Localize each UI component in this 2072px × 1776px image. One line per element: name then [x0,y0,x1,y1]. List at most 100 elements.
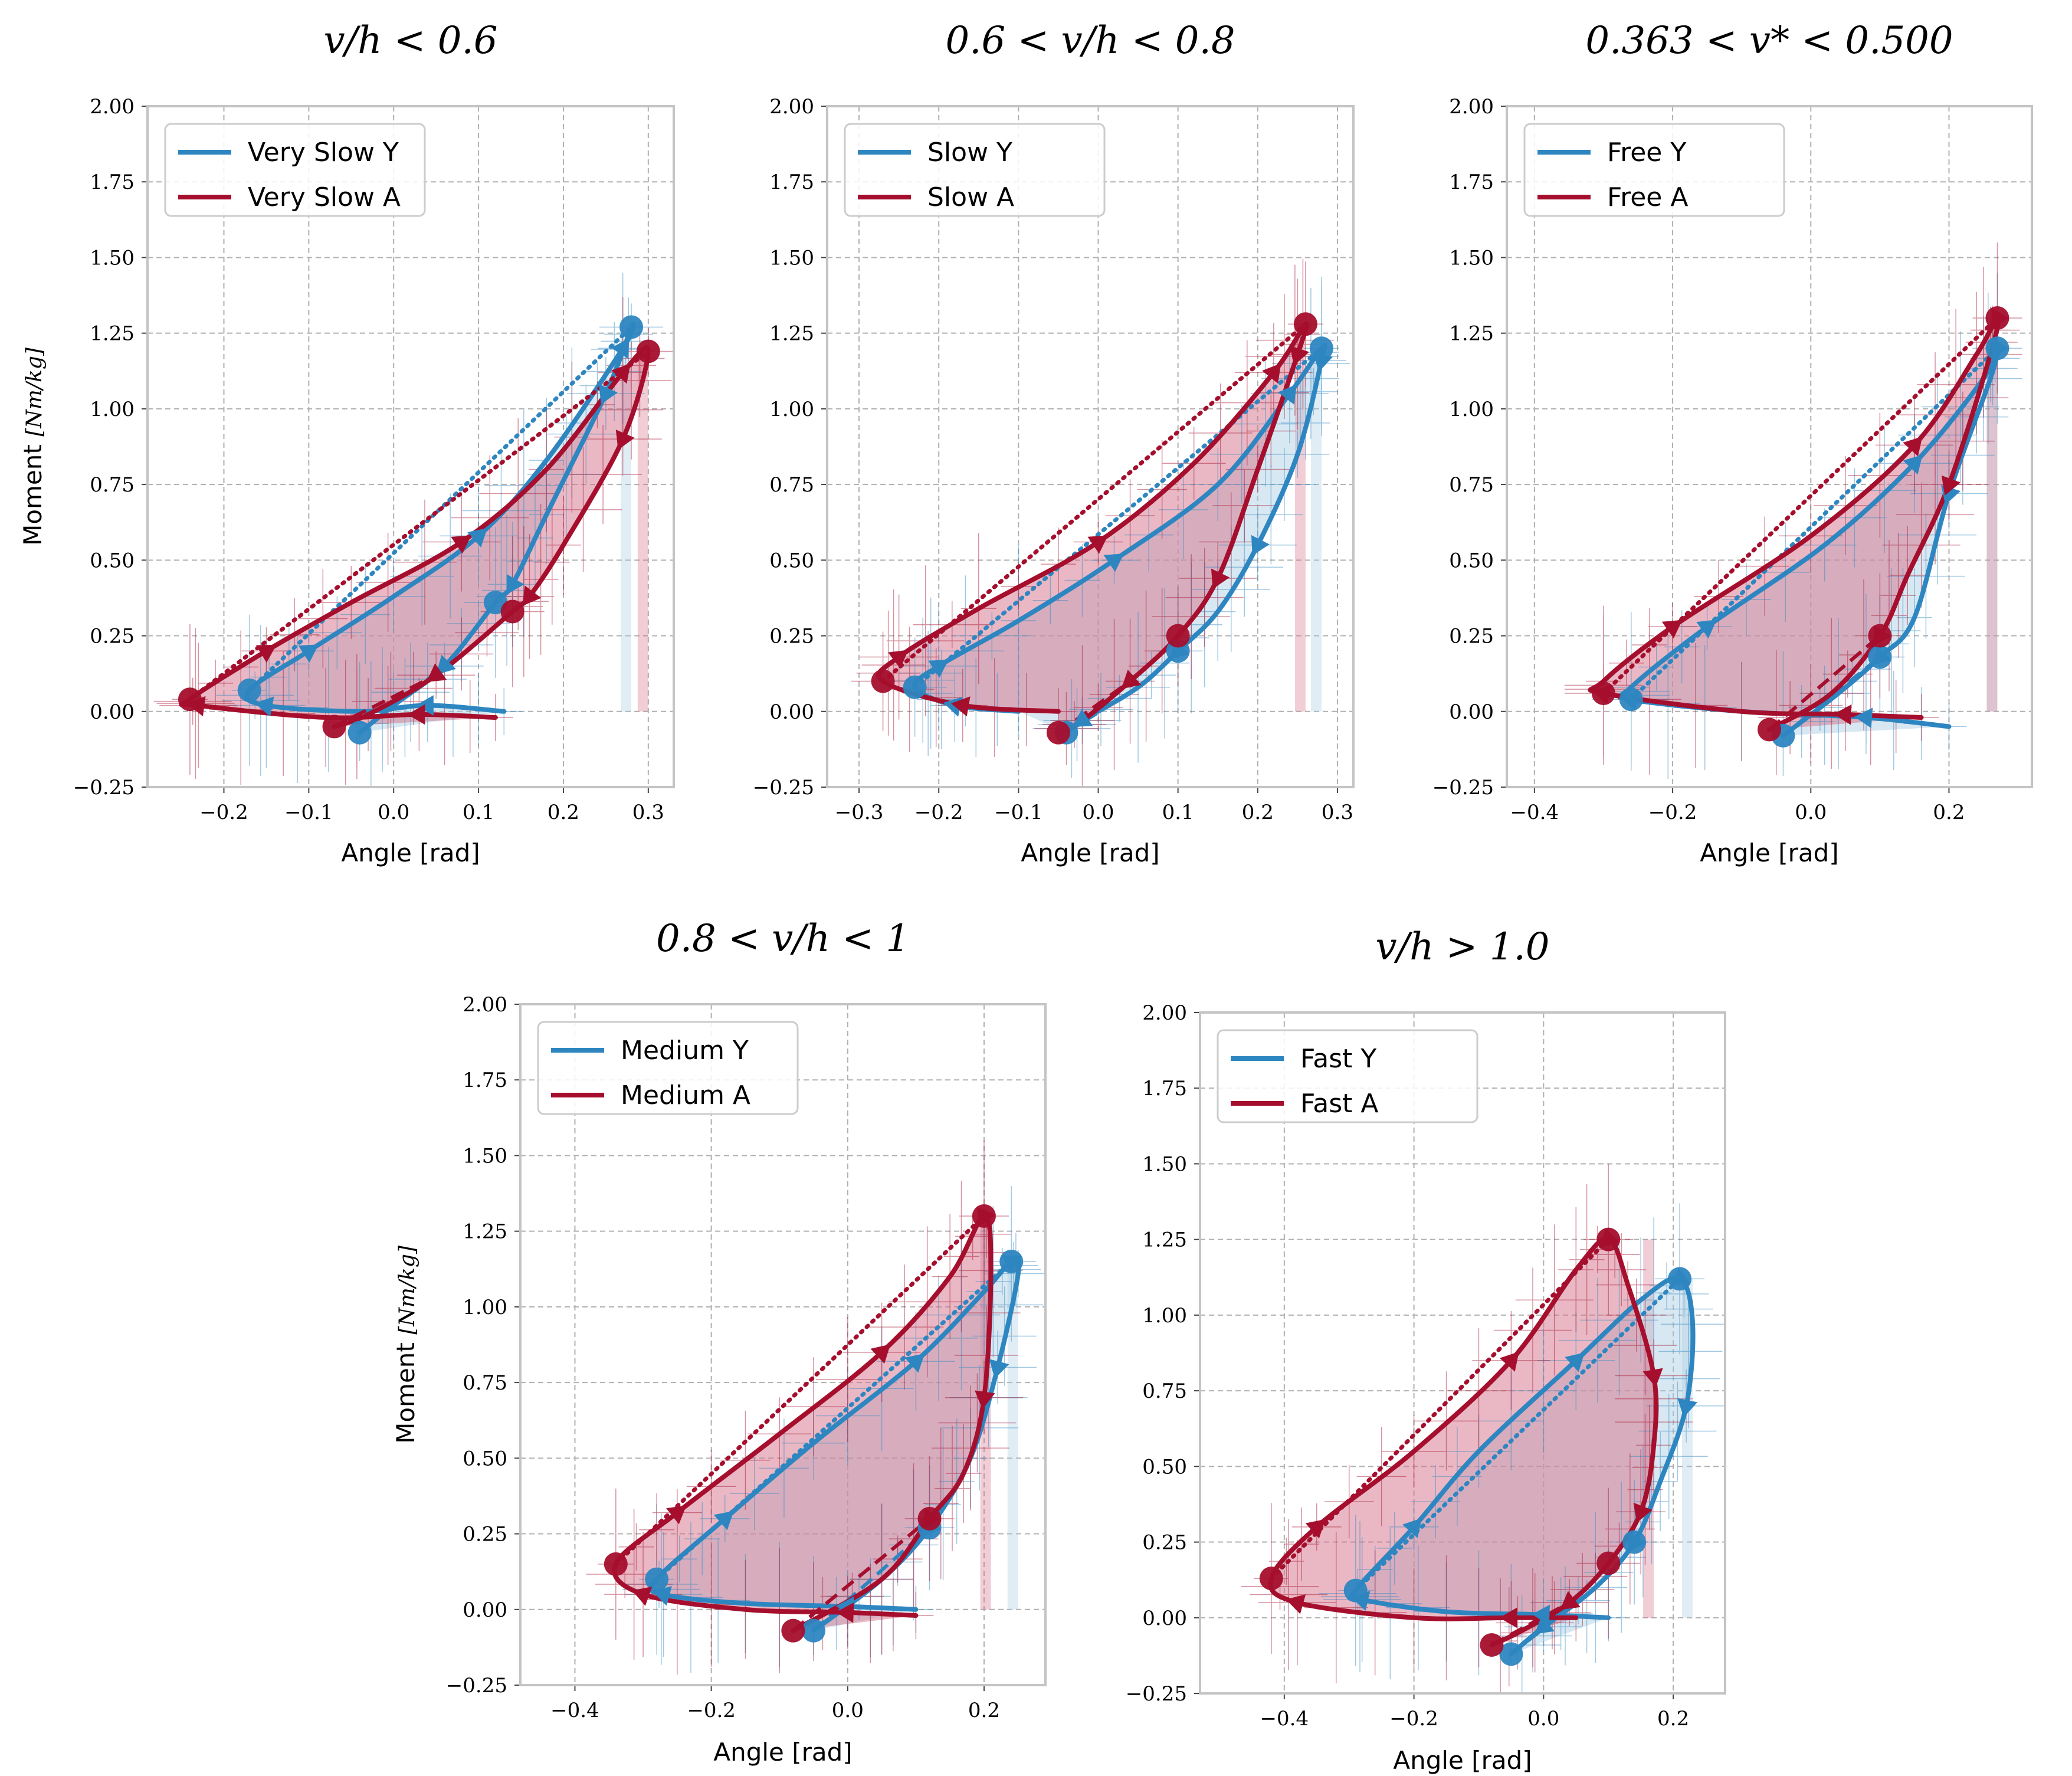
axes-frame [146,105,675,788]
key-point-marker [237,678,261,702]
direction-marker [989,1359,1009,1379]
loop-area [1270,1239,1657,1645]
direction-marker [1278,384,1297,405]
y-tick-label: 0.50 [1142,1455,1187,1479]
key-point-marker [1758,717,1781,742]
key-point-marker [1309,336,1333,361]
legend-label: Medium Y [621,1036,749,1066]
direction-marker [1103,553,1124,572]
x-tick-label: 0.2 [547,801,579,824]
direction-marker [599,384,618,405]
key-point-marker [781,1618,805,1643]
direction-marker [1087,535,1109,554]
legend: Medium Y Medium A [537,1021,799,1115]
x-tick-label: −0.3 [835,801,884,824]
y-axis-label: Moment [Nm/kg] [18,347,47,546]
direction-marker [904,1353,925,1373]
y-tick-label: 1.50 [769,246,814,270]
key-point-marker [1499,1642,1523,1666]
y-tick-label: 0.50 [90,549,135,572]
x-axis-label: Angle [rad] [1021,838,1159,867]
x-tick-label: 0.2 [968,1699,1000,1722]
trend-dotted-line [614,1214,986,1567]
direction-marker [928,660,949,678]
x-tick-label: −0.2 [199,801,248,824]
key-point-marker [1596,1551,1621,1575]
plot-area [851,258,1350,787]
axes-frame [1506,105,2033,788]
key-point-marker [619,315,644,339]
direction-marker [615,430,635,450]
axes-frame [826,105,1355,788]
direction-marker [666,1505,687,1525]
direction-marker [522,585,542,606]
y-tick-label: 1.00 [463,1296,507,1319]
y-tick-label: 1.25 [463,1220,507,1244]
chart-panel-3: 0.363 < v* < 0.500 −0.4 −0.2 0.0 0.2 −0.25 0.0… [1432,19,2033,867]
chart-panel-5: v/h > 1.0 −0.4 −0.2 0.0 0.2 −0.25 0.00 0.25 0.50… [1126,925,1726,1775]
direction-marker [1661,620,1683,639]
x-tick-label: 0.2 [1933,801,1965,824]
legend-label: Very Slow A [248,182,401,212]
direction-marker [506,574,524,595]
y-tick-label: 0.00 [1449,700,1494,724]
max-angle-band [1007,1261,1018,1610]
y-tick-label: 0.75 [1449,473,1494,497]
y-tick-label: −0.25 [73,776,135,799]
key-point-marker [1480,1633,1504,1657]
y-tick-label: 1.25 [1449,322,1494,346]
key-point-marker [802,1618,826,1643]
y-tick-label: 0.25 [1142,1531,1187,1555]
chart-title: 0.8 < v/h < 1 [656,917,910,961]
y-tick-label: 0.75 [90,473,135,497]
key-point-marker [322,715,346,739]
legend: Very Slow Y Very Slow A [164,123,426,217]
direction-marker [1941,475,1961,496]
direction-marker [1903,454,1923,475]
direction-marker [1402,1518,1422,1538]
direction-marker [1211,568,1230,589]
y-tick-label: 1.00 [1142,1304,1187,1328]
legend-box [844,123,1106,217]
y-tick-label: 1.00 [90,398,135,421]
direction-marker [1262,363,1281,384]
y-tick-label: 0.25 [463,1523,507,1546]
direction-marker [611,338,630,359]
direction-marker [426,663,447,682]
direction-marker [611,363,631,384]
y-tick-label: 0.50 [1449,549,1494,572]
legend-box [1523,123,1785,217]
key-point-marker [636,339,660,363]
series-line [612,1214,994,1633]
loop-area [614,1215,991,1631]
legend-label: Very Slow Y [248,137,399,168]
y-tick-label: −0.25 [753,776,814,799]
chart-panel-2: 0.6 < v/h < 0.8 −0.3 −0.2 −0.1 0.0 0.1 0.2 0.3 −… [753,19,1355,867]
y-tick-label: 0.75 [463,1371,507,1395]
x-axis-label: Angle [rad] [1700,838,1838,867]
key-point-marker [972,1204,996,1228]
y-tick-label: 1.75 [769,171,814,194]
y-tick-label: 0.50 [463,1447,507,1470]
y-tick-label: 0.00 [90,700,135,724]
direction-marker [1903,436,1923,457]
direction-marker [1251,535,1270,556]
x-axis-label: Angle [rad] [341,838,480,867]
y-tick-label: 2.00 [90,95,135,119]
y-tick-label: 0.00 [769,700,814,724]
x-axis-label: Angle [rad] [1393,1746,1532,1775]
max-angle-band [1310,348,1322,712]
direction-marker [451,535,471,554]
direction-marker [407,704,425,725]
x-tick-label: 0.3 [632,801,664,824]
key-point-marker [1343,1578,1368,1603]
direction-marker [1696,620,1717,638]
key-point-marker [903,675,927,699]
max-angle-band [1986,318,1998,712]
y-tick-label: 2.00 [463,993,507,1017]
trend-dotted-line [1629,346,1999,702]
key-point-marker [1619,687,1643,712]
y-tick-label: 1.75 [1142,1077,1187,1100]
legend-label: Fast A [1300,1089,1379,1119]
key-point-marker [604,1552,628,1576]
